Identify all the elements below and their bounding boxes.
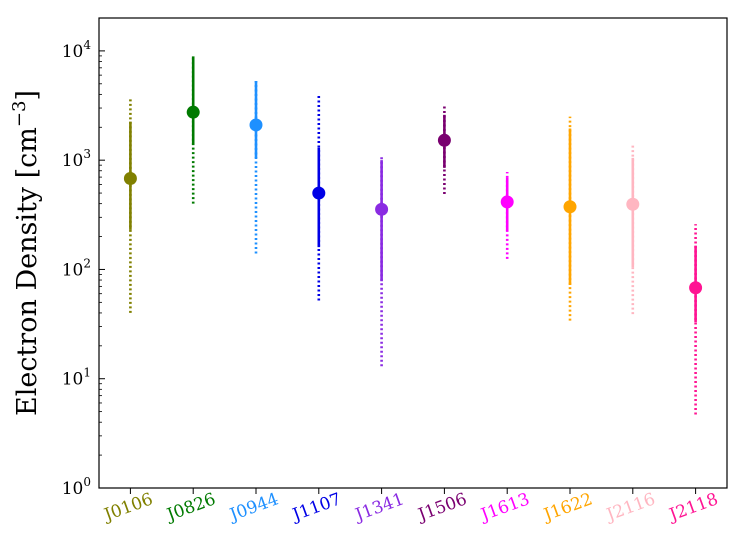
data-marks <box>123 56 703 415</box>
data-marker <box>626 197 640 211</box>
data-marker <box>563 200 577 214</box>
x-tick-label-j1341: J1341 <box>351 489 407 526</box>
data-marker <box>186 105 200 119</box>
x-tick-label-j1506: J1506 <box>414 489 470 526</box>
data-marker <box>689 281 703 295</box>
data-point-j1107 <box>312 94 326 301</box>
data-marker <box>375 202 389 216</box>
x-tick-label-j0944: J0944 <box>225 489 281 526</box>
y-tick-label: 102 <box>62 256 91 280</box>
data-marker <box>437 133 451 147</box>
data-point-j0106 <box>123 96 137 313</box>
data-point-j0944 <box>249 81 263 254</box>
x-tick-label-j2116: J2116 <box>602 489 658 526</box>
y-tick-label: 100 <box>62 475 91 499</box>
plot-area <box>99 18 727 488</box>
y-axis-label: Electron Density [cm−3] <box>9 90 43 416</box>
data-marker <box>249 118 263 132</box>
data-marker <box>123 171 137 185</box>
data-point-j1613 <box>500 171 514 259</box>
x-tick-label-j0106: J0106 <box>100 489 156 526</box>
y-tick-label: 101 <box>62 366 91 390</box>
x-tick-label-j1622: J1622 <box>539 489 595 526</box>
y-tick-label: 104 <box>62 38 92 62</box>
data-point-j0826 <box>186 56 200 204</box>
x-tick-label-j1613: J1613 <box>477 489 533 526</box>
x-tick-label-j2118: J2118 <box>665 489 721 526</box>
x-tick-label-j0826: J0826 <box>163 489 219 526</box>
data-point-j2116 <box>626 144 640 315</box>
data-marker <box>500 195 514 209</box>
data-point-j1341 <box>375 155 389 367</box>
data-point-j2118 <box>689 224 703 415</box>
data-point-j1506 <box>437 106 451 195</box>
x-tick-label-j1107: J1107 <box>288 489 344 526</box>
data-point-j1622 <box>563 116 577 321</box>
plot-frame <box>98 17 728 489</box>
data-marker <box>312 186 326 200</box>
y-tick-label: 103 <box>62 147 91 171</box>
